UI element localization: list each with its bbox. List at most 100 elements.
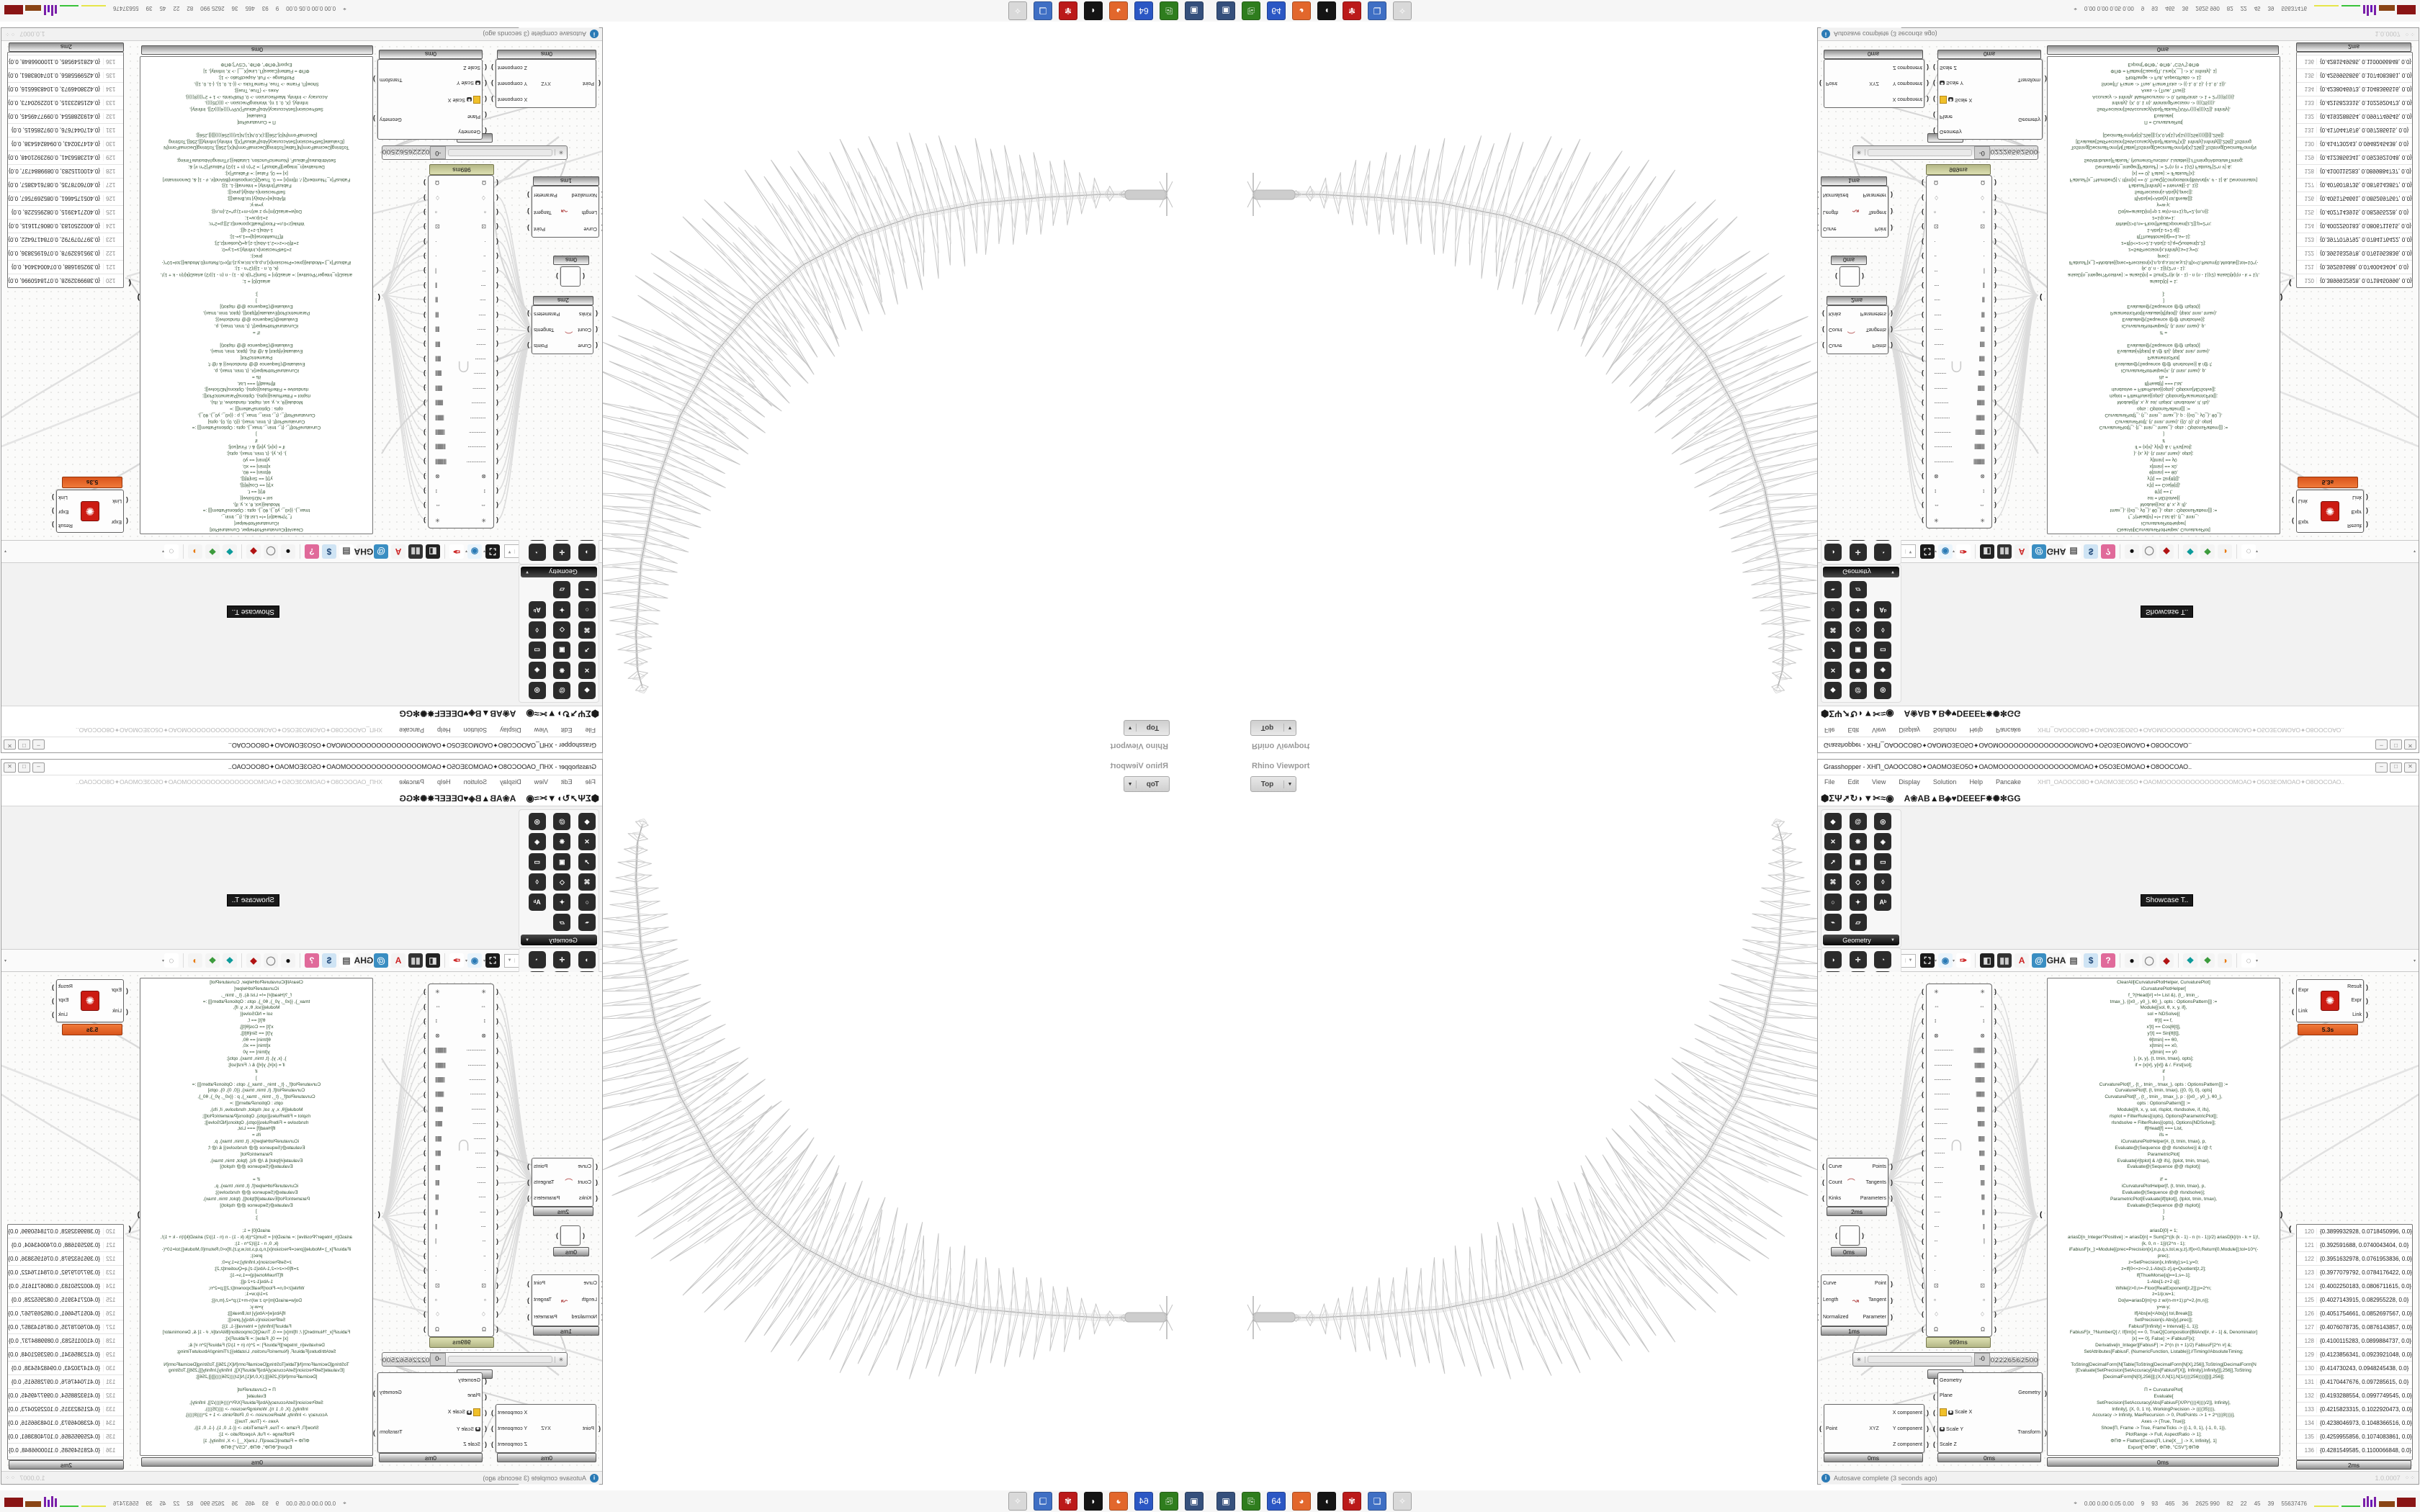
input-label[interactable]: Plane [467, 113, 480, 119]
rhino-viewport[interactable]: Rhino Viewport Top ▼ [1210, 27, 1837, 756]
menu-item[interactable]: Edit [1847, 726, 1860, 734]
plugin-tab[interactable]: A [509, 708, 516, 719]
minimize-button[interactable]: – [32, 739, 45, 750]
genepool-component[interactable]: (((((((((((((((((((((((( ✳ ✳ ⇔ ⇔ ↕ ↕ ⊗ [1922, 175, 1996, 528]
genepool-row[interactable]: ♢ ♢ [1934, 194, 1984, 201]
component-icon[interactable]: ✦ [1849, 894, 1867, 911]
category-tab-icon[interactable]: ↻ [1850, 708, 1858, 719]
genepool-row[interactable]: · · [436, 1267, 486, 1274]
slider-digit[interactable]: 5 [2024, 1356, 2029, 1364]
component-icon[interactable]: ◑ [578, 951, 596, 968]
chevron-down-icon[interactable]: ▼ [1287, 781, 1293, 787]
mathematica-code-panel[interactable]: ClearAll[iCurvaturePlotHelper, Curvature… [140, 56, 373, 534]
genepool-row[interactable]: ··········· ||||||||| [436, 384, 486, 392]
input-label[interactable]: Geometry [1940, 1378, 1962, 1384]
package-help-icon[interactable]: ? [304, 544, 319, 559]
finance-magnifier-icon[interactable]: $ [321, 544, 336, 559]
input-label[interactable]: Length [1823, 1297, 1839, 1303]
viewport-view-button[interactable]: Top ▼ [1124, 720, 1170, 736]
component-icon[interactable]: ◔ [1874, 544, 1892, 561]
category-tab-icon[interactable]: Σ [1829, 793, 1835, 804]
preview-eye-icon[interactable]: ◉ [1938, 544, 1953, 559]
plugin-tab[interactable]: ✸ [427, 793, 435, 804]
output-label[interactable]: Transform [380, 1430, 403, 1435]
plugin-tab[interactable]: ✸ [427, 708, 435, 719]
points-list-panel[interactable]: 120 {0.3899932928, 0.0718450996, 0.0} 121… [2296, 1224, 2413, 1460]
plugin-tab[interactable]: A [496, 708, 503, 719]
component-icon[interactable]: ✕ [578, 833, 596, 850]
rhino-viewport[interactable]: Rhino Viewport Top ▼ [583, 756, 1210, 1485]
component-icon[interactable]: ✦ [553, 601, 571, 618]
plugin-tab[interactable]: G [2014, 708, 2021, 719]
component-icon[interactable]: ◇ [1849, 873, 1867, 891]
menu-item[interactable]: Help [1969, 778, 1983, 786]
input-label[interactable]: Length [1823, 209, 1839, 215]
genepool-row[interactable]: · · [436, 238, 486, 245]
taskbar-app-icon[interactable]: ✧ [1008, 1492, 1027, 1511]
output-label[interactable]: Points [534, 1164, 548, 1169]
input-label[interactable]: ✱ Scale X [1938, 1408, 1990, 1417]
component-icon[interactable]: ▱ [1849, 914, 1867, 931]
category-tab-icon[interactable]: ⬢ [1821, 708, 1829, 719]
component-icon[interactable]: ✕ [1824, 833, 1842, 850]
resize-grip[interactable]: ⁘⁘ [2404, 1475, 2416, 1481]
genepool-row[interactable]: Ω Ω [436, 1326, 486, 1333]
input-label[interactable]: Link [112, 1009, 122, 1014]
component-icon[interactable]: ◆ [578, 682, 596, 699]
mathematica-link-component[interactable]: (( Expr Link ✺ Result Expr Link ))) [2292, 490, 2368, 533]
genepool-row[interactable]: ··············· ||||||||||||| [436, 444, 486, 451]
category-tab-icon[interactable]: ≈ [1881, 793, 1886, 804]
plugin-tab[interactable]: E [451, 793, 457, 804]
viewport-view-label[interactable]: Top [1136, 724, 1169, 732]
input-label[interactable]: Kinks [578, 1195, 591, 1201]
output-label[interactable]: Geometry [2018, 117, 2040, 122]
minimize-button[interactable]: – [2375, 739, 2388, 750]
slider-digit[interactable]: 0 [1989, 1356, 1994, 1364]
output-label[interactable]: Link [58, 495, 68, 500]
component-icon[interactable]: ⌘ [578, 873, 596, 891]
plugin-tab[interactable]: ✺ [1992, 708, 2000, 719]
category-tab-icon[interactable]: ✂ [539, 708, 547, 719]
input-label[interactable]: Expr [111, 988, 122, 993]
deconstruct-point-component[interactable]: ( Point XYZ X component Y component Z comp… [491, 59, 601, 108]
output-label[interactable]: Geometry [380, 117, 402, 122]
plugin-tab[interactable]: B [475, 793, 482, 804]
output-label[interactable]: Y component [498, 1426, 528, 1431]
gha-icon[interactable]: GHA [2047, 544, 2066, 559]
genepool-row[interactable]: ⊡ ⊡ [1934, 223, 1984, 230]
input-label[interactable]: Curve [1829, 1164, 1842, 1169]
green-blob-icon[interactable]: ❖ [2200, 953, 2215, 968]
slider-digit[interactable]: 2 [2002, 1356, 2007, 1364]
component-icon[interactable]: ✕ [578, 662, 596, 679]
component-icon[interactable]: ◔ [528, 951, 546, 968]
category-tab-icon[interactable]: Σ [585, 793, 591, 804]
output-label[interactable]: Point [534, 225, 545, 231]
shaded-sphere-icon[interactable]: ● [280, 953, 295, 968]
genepool-row[interactable]: ▫ ▫ [1934, 1296, 1985, 1303]
category-tab-icon[interactable]: Ψ [578, 793, 586, 804]
slider-digit[interactable]: 5 [391, 1356, 396, 1364]
output-label[interactable]: X component [1892, 96, 1922, 102]
genepool-row[interactable]: ·············· |||||||||||| [1934, 428, 1984, 436]
category-tab-icon[interactable]: ⬢ [591, 793, 599, 804]
resize-grip[interactable]: ⁘⁘ [4, 31, 16, 37]
plugin-tab[interactable]: A [1917, 793, 1924, 804]
slider-digit[interactable]: 6 [408, 1356, 413, 1364]
shaded-sphere-icon[interactable]: ● [280, 544, 295, 559]
panel-input-port[interactable]: ( [2040, 293, 2043, 301]
exposure-icon[interactable]: ◧ [1980, 544, 1995, 559]
sketch-icon[interactable]: ✑ [1956, 544, 1971, 559]
selection-region-icon[interactable]: ◌ [163, 544, 179, 559]
plugin-tab[interactable]: E [445, 793, 452, 804]
category-tab-icon[interactable]: ➚ [570, 793, 578, 804]
component-icon[interactable]: ✦ [553, 894, 571, 911]
genepool-row[interactable]: ⇔ ⇔ [1934, 1003, 1985, 1010]
wire-sphere-icon[interactable]: ◯ [2142, 953, 2157, 968]
genepool-row[interactable]: ······· ||||| [1934, 326, 1984, 333]
slider-digit[interactable]: 0 [426, 148, 431, 156]
category-tab-icon[interactable]: ➚ [570, 708, 578, 719]
genepool-row[interactable]: ··············· ||||||||||||| [1934, 1061, 1985, 1068]
slider-digit[interactable]: 2 [421, 1356, 426, 1364]
component-icon[interactable]: ◇ [553, 873, 571, 891]
